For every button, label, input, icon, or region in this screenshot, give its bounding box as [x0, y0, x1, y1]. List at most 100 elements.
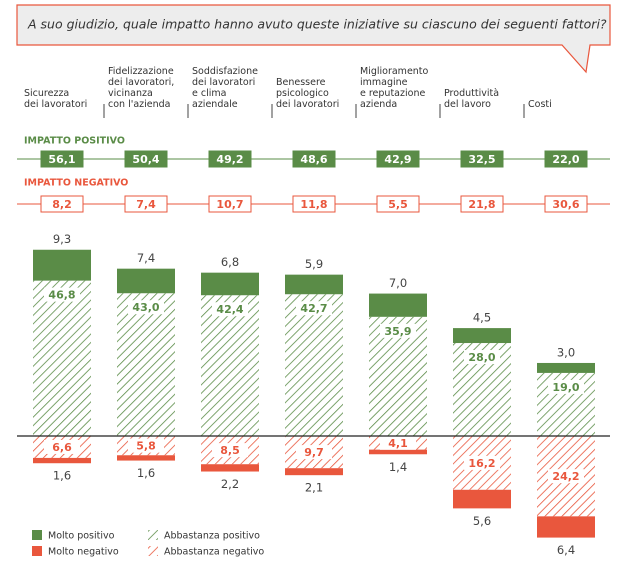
- bar-segment: [285, 294, 343, 436]
- bar-segment: [117, 293, 175, 436]
- category-label: Fidelizzazione dei lavoratori, vicinanza…: [108, 66, 175, 110]
- label-box: [44, 439, 80, 454]
- bar-segment: [369, 293, 427, 317]
- data-label: 7,4: [137, 251, 155, 265]
- bar-segment: [117, 268, 175, 294]
- label-box: [128, 300, 164, 315]
- legend-swatch: [32, 530, 42, 540]
- total-box: [208, 150, 252, 168]
- label-box: [296, 445, 332, 460]
- data-label: 5,6: [473, 514, 491, 528]
- bar-segment: [537, 516, 595, 538]
- bar-segment: [285, 274, 343, 295]
- total-label: 8,2: [52, 198, 72, 211]
- bar-segment: [453, 328, 511, 344]
- total-box: [544, 150, 588, 168]
- total-label: 42,9: [384, 153, 411, 166]
- bar-segment: [201, 272, 259, 296]
- label-box: [464, 350, 500, 365]
- data-label: 16,2: [468, 457, 495, 470]
- row-label: IMPATTO NEGATIVO: [24, 178, 128, 189]
- total-label: 49,2: [216, 153, 243, 166]
- total-box: [376, 150, 420, 168]
- legend-swatch: [32, 546, 42, 556]
- category-label: Miglioramento immagine e reputazione azi…: [360, 66, 429, 110]
- data-label: 2,2: [221, 477, 239, 491]
- label-box: [212, 443, 248, 458]
- data-label: 42,7: [300, 302, 327, 315]
- data-label: 7,0: [389, 276, 407, 290]
- data-label: 9,7: [304, 446, 324, 459]
- data-label: 6,8: [221, 255, 239, 269]
- data-label: 6,6: [52, 441, 72, 454]
- label-box: [380, 323, 416, 338]
- data-label: 43,0: [132, 301, 159, 314]
- data-label: 19,0: [552, 381, 579, 394]
- total-label: 11,8: [300, 198, 327, 211]
- total-label: 32,5: [468, 153, 495, 166]
- label-box: [464, 455, 500, 470]
- total-label: 21,8: [468, 198, 495, 211]
- bar-segment: [117, 455, 175, 461]
- legend-label: Abbastanza negativo: [164, 547, 264, 558]
- legend-label: Molto negativo: [48, 547, 119, 558]
- legend-swatch: [148, 530, 158, 540]
- legend-label: Abbastanza positivo: [164, 531, 260, 542]
- data-label: 6,4: [557, 543, 575, 557]
- total-box: [208, 195, 252, 213]
- category-label: Sicurezza dei lavoratori: [24, 88, 88, 110]
- data-label: 3,0: [557, 345, 575, 359]
- category-label: Benessere psicologico dei lavoratori: [276, 77, 340, 110]
- total-box: [460, 150, 504, 168]
- category-label: Soddisfazione dei lavoratori e clima azi…: [192, 66, 258, 110]
- label-box: [548, 379, 584, 394]
- bar-segment: [285, 468, 343, 476]
- data-label: 5,8: [136, 440, 156, 453]
- data-label: 1,4: [389, 460, 407, 474]
- data-label: 35,9: [384, 325, 411, 338]
- total-label: 30,6: [552, 198, 579, 211]
- data-label: 46,8: [48, 289, 75, 302]
- total-box: [460, 195, 504, 213]
- legend-label: Molto positivo: [48, 531, 115, 542]
- data-label: 4,5: [473, 311, 491, 325]
- data-label: 5,9: [305, 257, 323, 271]
- label-box: [548, 469, 584, 484]
- label-box: [128, 438, 164, 453]
- bar-segment: [201, 295, 259, 436]
- total-box: [124, 195, 168, 213]
- chart-title: A suo giudizio, quale impatto hanno avut…: [27, 17, 607, 32]
- total-label: 50,4: [132, 153, 159, 166]
- total-label: 10,7: [216, 198, 243, 211]
- data-label: 8,5: [220, 444, 240, 457]
- total-box: [40, 195, 84, 213]
- category-label: Produttività del lavoro: [444, 88, 500, 110]
- label-box: [380, 435, 416, 450]
- data-label: 28,0: [468, 351, 495, 364]
- total-label: 7,4: [136, 198, 156, 211]
- label-box: [296, 301, 332, 316]
- bar-segment: [453, 489, 511, 509]
- data-label: 24,2: [552, 470, 579, 483]
- data-label: 1,6: [53, 469, 71, 483]
- data-label: 42,4: [216, 303, 243, 316]
- total-box: [124, 150, 168, 168]
- total-box: [292, 150, 336, 168]
- total-label: 5,5: [388, 198, 408, 211]
- data-label: 9,3: [53, 232, 71, 246]
- label-box: [212, 302, 248, 317]
- legend-swatch: [148, 546, 158, 556]
- total-box: [292, 195, 336, 213]
- data-label: 4,1: [388, 437, 408, 450]
- label-box: [44, 287, 80, 302]
- row-label: IMPATTO POSITIVO: [24, 136, 125, 147]
- bar-segment: [201, 464, 259, 472]
- bar-segment: [33, 249, 91, 281]
- total-box: [544, 195, 588, 213]
- total-label: 48,6: [300, 153, 327, 166]
- total-box: [40, 150, 84, 168]
- total-label: 56,1: [48, 153, 75, 166]
- bar-segment: [537, 362, 595, 373]
